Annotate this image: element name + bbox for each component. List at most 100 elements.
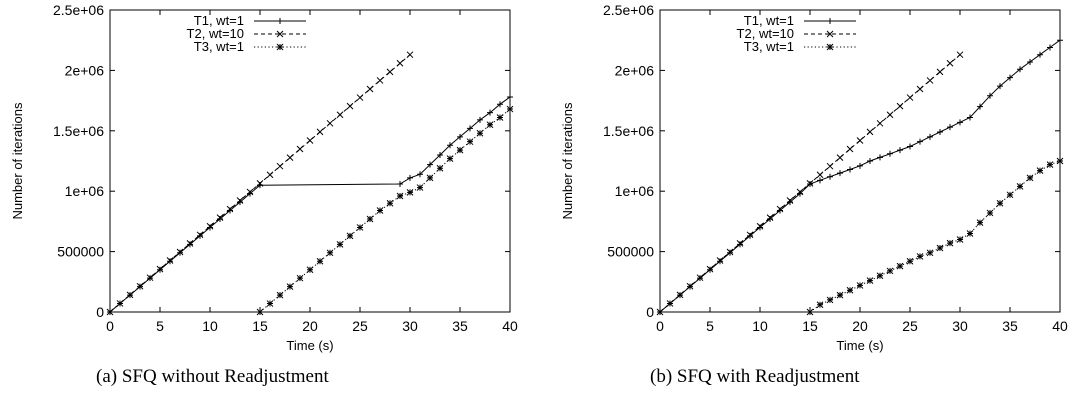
data-point <box>1046 161 1054 168</box>
data-point <box>727 249 733 256</box>
data-point <box>756 222 764 230</box>
data-point <box>766 214 774 222</box>
data-point <box>216 214 224 222</box>
data-point <box>906 257 914 265</box>
data-point <box>266 171 274 179</box>
chart-sfq-with-readjustment: 0 5 10 15 20 25 30 35 40 0 500000 1e+06 1.5e+06 2e+06… <box>560 2 1068 353</box>
data-point <box>816 301 824 309</box>
data-point <box>466 138 474 146</box>
data-point <box>356 224 364 231</box>
legend-label: T1, wt=1 <box>744 13 794 28</box>
data-point <box>426 174 434 182</box>
data-point <box>1026 174 1034 182</box>
x-tick-label: 20 <box>852 318 868 334</box>
data-point <box>876 119 884 127</box>
data-point <box>726 248 734 256</box>
data-point <box>926 77 934 84</box>
data-point <box>996 199 1004 207</box>
y-tick-label: 1.5e+06 <box>53 123 104 139</box>
data-point <box>326 249 334 257</box>
data-point <box>457 133 463 140</box>
data-point <box>206 222 214 230</box>
y-axis-label: Number of iterations <box>10 102 25 220</box>
data-point <box>747 232 753 239</box>
data-point <box>936 244 944 252</box>
y-tick-label: 500000 <box>57 244 104 260</box>
data-point <box>437 151 443 158</box>
data-point <box>396 59 404 67</box>
chart-sfq-without-readjustment: 0 5 10 15 20 25 30 35 40 0 500000 1e+06 1.5e+06 2e+06… <box>10 2 518 353</box>
data-point <box>176 248 184 256</box>
data-point <box>366 215 374 223</box>
x-tick-label: 5 <box>706 318 714 334</box>
data-point <box>286 154 294 161</box>
data-point <box>957 119 963 126</box>
x-tick-label: 0 <box>106 318 114 334</box>
data-point <box>917 138 923 145</box>
data-point <box>196 231 204 239</box>
data-point <box>987 92 993 99</box>
data-point <box>737 241 743 248</box>
data-point <box>907 143 913 150</box>
data-point <box>956 236 964 243</box>
data-point <box>246 188 254 196</box>
data-point <box>656 308 664 316</box>
data-point <box>827 173 833 180</box>
data-point <box>1056 157 1064 165</box>
x-axis-label: Time (s) <box>836 338 883 353</box>
data-point <box>946 59 954 67</box>
data-point <box>226 205 234 213</box>
x-tick-label: 40 <box>502 318 518 334</box>
data-point <box>376 77 384 84</box>
data-point <box>936 68 944 76</box>
x-axis-label: Time (s) <box>286 338 333 353</box>
legend-marker <box>826 43 834 51</box>
data-point <box>136 282 144 290</box>
y-tick-label: 0 <box>96 304 104 320</box>
x-tick-label: 35 <box>452 318 468 334</box>
legend-label: T3, wt=1 <box>194 39 244 54</box>
data-point <box>146 274 154 282</box>
data-point <box>817 177 823 184</box>
caption-b: (b) SFQ with Readjustment <box>650 366 860 387</box>
data-point <box>826 162 834 170</box>
data-point <box>946 239 954 247</box>
data-point <box>507 93 513 100</box>
series-line <box>659 39 1061 313</box>
data-point <box>496 114 504 121</box>
data-point <box>316 128 324 136</box>
data-point <box>416 184 424 191</box>
data-point <box>886 267 894 275</box>
legend-label: T1, wt=1 <box>194 13 244 28</box>
data-point <box>837 170 843 177</box>
x-tick-label: 0 <box>656 318 664 334</box>
data-point <box>256 179 264 187</box>
data-point <box>806 308 814 316</box>
data-point <box>937 129 943 136</box>
data-point <box>836 291 844 299</box>
data-point <box>986 209 994 217</box>
data-point <box>717 258 723 265</box>
data-point <box>706 265 714 273</box>
data-point <box>816 171 824 179</box>
x-tick-label: 15 <box>802 318 818 334</box>
data-point <box>856 282 864 289</box>
data-point <box>286 283 294 290</box>
data-point <box>976 219 984 226</box>
x-tick-label: 15 <box>252 318 268 334</box>
data-point <box>407 174 413 181</box>
data-point <box>487 109 493 116</box>
data-point <box>497 101 503 108</box>
data-point <box>396 192 404 200</box>
data-point <box>866 128 874 136</box>
data-point <box>376 207 384 214</box>
data-point <box>776 205 784 213</box>
data-point <box>896 102 904 110</box>
data-point <box>306 266 314 274</box>
x-tick-label: 10 <box>202 318 218 334</box>
x-tick-label: 25 <box>902 318 918 334</box>
data-point <box>186 240 194 247</box>
data-point <box>676 291 684 299</box>
data-point <box>156 265 164 273</box>
